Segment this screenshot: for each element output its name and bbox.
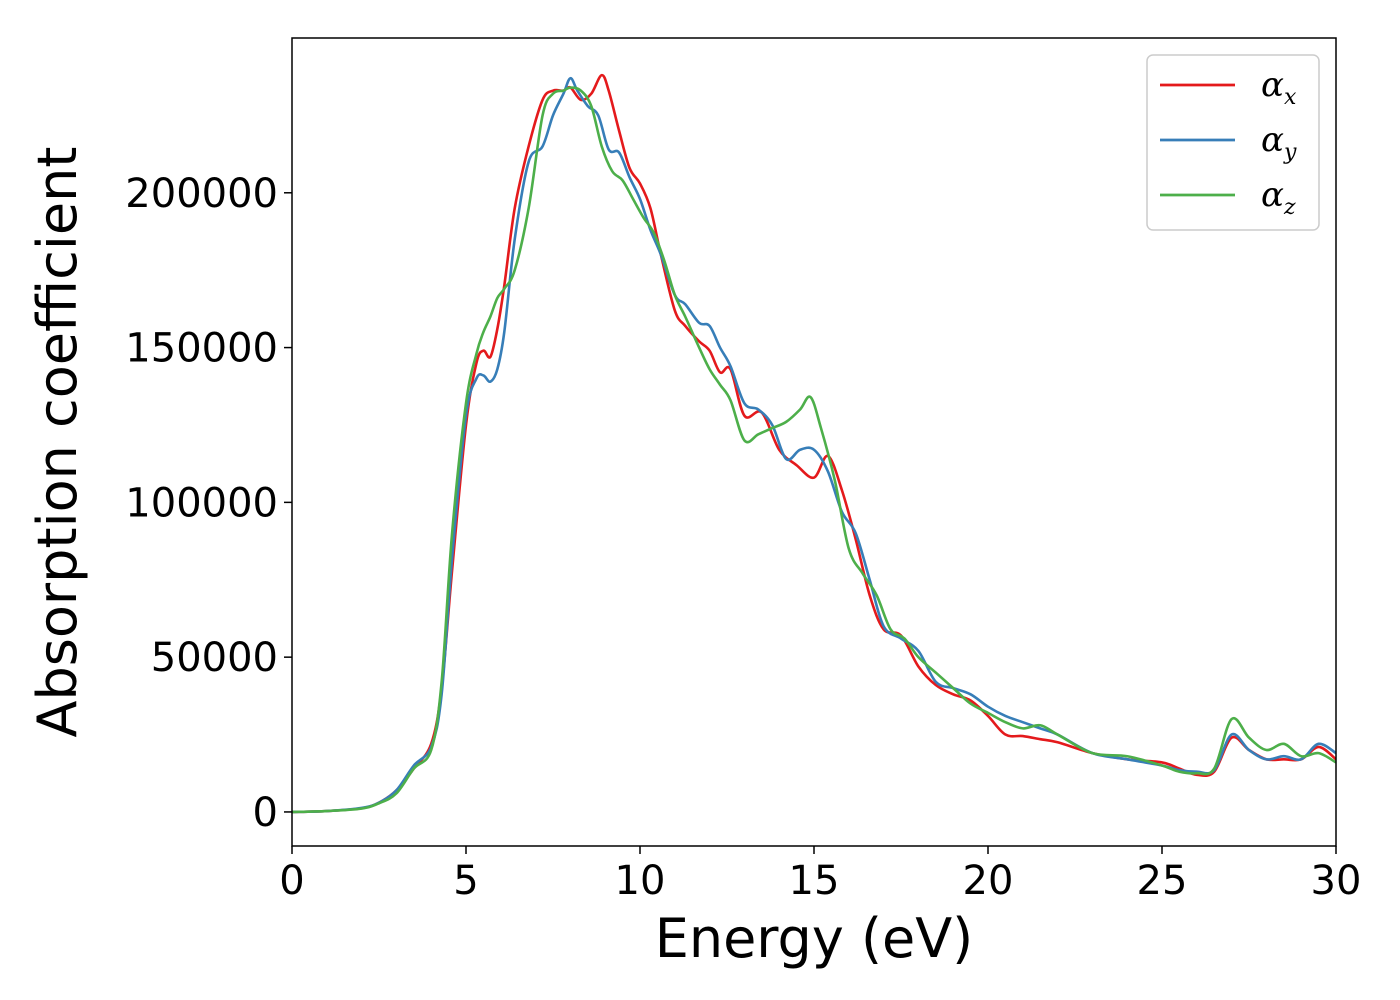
x-tick-label: 20 bbox=[963, 858, 1014, 904]
x-tick-label: 5 bbox=[453, 858, 478, 904]
legend-label: αz bbox=[1261, 175, 1296, 220]
legend-entry-y: αy bbox=[1160, 120, 1297, 165]
legend-label: αx bbox=[1261, 65, 1297, 110]
y-tick-label: 100000 bbox=[125, 480, 278, 526]
legend-box bbox=[1146, 54, 1320, 231]
y-axis: 0 50000 100000 150000 200000 bbox=[125, 171, 292, 836]
legend-entry-z: αz bbox=[1160, 175, 1296, 220]
y-tick-label: 0 bbox=[253, 790, 278, 836]
legend-entry-x: αx bbox=[1160, 65, 1297, 110]
x-tick-label: 15 bbox=[789, 858, 840, 904]
y-tick-label: 150000 bbox=[125, 326, 278, 372]
y-axis-title: Absorption coefficient bbox=[26, 147, 89, 738]
x-tick-label: 25 bbox=[1137, 858, 1188, 904]
x-axis-title: Energy (eV) bbox=[655, 907, 974, 970]
legend: αx αy αz bbox=[1146, 54, 1320, 231]
series-line-z bbox=[292, 86, 1336, 814]
x-tick-label: 30 bbox=[1311, 858, 1362, 904]
plot-lines bbox=[292, 73, 1336, 814]
y-tick-label: 200000 bbox=[125, 171, 278, 217]
legend-label: αy bbox=[1261, 120, 1297, 165]
x-tick-label: 10 bbox=[615, 858, 666, 904]
x-tick-label: 0 bbox=[279, 858, 304, 904]
y-tick-label: 50000 bbox=[151, 635, 278, 681]
x-axis: 0 5 10 15 20 25 30 bbox=[279, 846, 1361, 904]
